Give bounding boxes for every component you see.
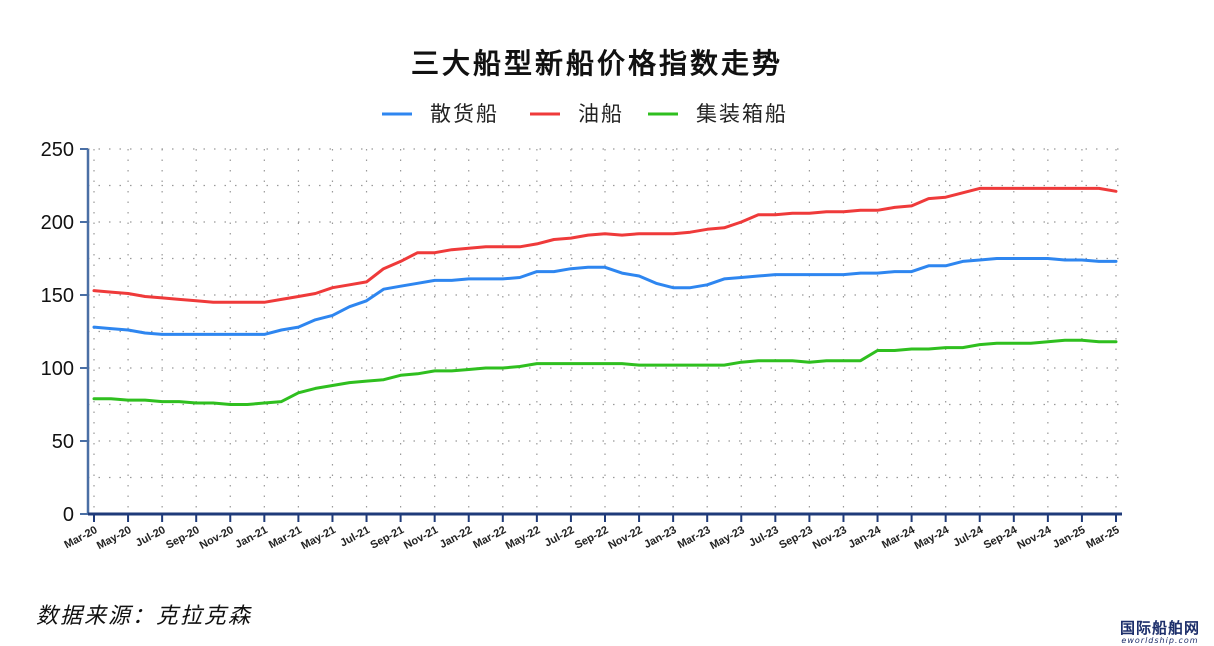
x-tick-label: May-20 [95,524,134,552]
x-tick-label: Mar-20 [62,524,99,551]
x-tick-label: Jan-23 [642,524,678,551]
y-tick-label: 0 [63,504,74,526]
legend-label: 油船 [578,102,624,126]
x-tick-label: Sep-21 [369,524,406,552]
x-tick-label: Sep-22 [573,524,610,552]
watermark-sub: eworldship.com [1121,636,1199,645]
x-tick-label: Sep-24 [982,524,1020,552]
x-tick-label: Mar-22 [471,524,508,551]
x-tick-label: Jul-22 [543,524,577,550]
x-tick-label: Nov-20 [198,524,236,552]
series-line-3 [92,338,1118,406]
y-tick-label: 100 [41,358,74,380]
x-tick-label: Jan-22 [438,524,474,551]
x-tick-label: Jan-25 [1051,524,1087,551]
x-tick-label: Nov-24 [1015,524,1054,552]
x-tick-label: Mar-25 [1084,524,1121,551]
source-note: 数据来源：克拉克森 [36,604,253,629]
legend: 散货船 油船 集装箱船 [382,102,788,126]
grid [88,148,1122,514]
y-tick-label: 50 [52,431,74,453]
x-tick-label: Mar-21 [267,524,304,551]
x-tick-label: Sep-23 [777,524,814,552]
y-tick-label: 150 [41,285,74,307]
x-tick-label: Nov-21 [402,524,440,552]
x-tick-label: Jul-23 [747,524,781,550]
x-tick-label: Jan-24 [847,524,884,551]
x-tick-label: Nov-22 [606,524,644,552]
x-tick-label: May-22 [504,524,543,552]
watermark-logo: 国际船舶网 eworldship.com [1120,620,1200,645]
legend-label: 集装箱船 [696,102,788,126]
x-tick-label: Jan-21 [233,524,269,551]
chart-title: 三大船型新船价格指数走势 [411,47,783,80]
y-tick-label: 250 [41,139,74,161]
x-tick-label: Jul-24 [951,524,985,550]
watermark-main: 国际船舶网 [1119,619,1200,637]
series-line-1 [92,257,1118,336]
x-tick-label: Nov-23 [811,524,849,552]
x-tick-label: May-24 [913,524,952,553]
x-tick-label: May-21 [299,524,338,552]
series-lines [92,186,1118,406]
legend-label: 散货船 [430,102,499,126]
x-tick-label: May-23 [708,524,747,552]
x-tick-label: Sep-20 [164,524,201,552]
x-tick-label: Jul-21 [338,524,372,550]
y-tick-label: 200 [41,212,74,234]
x-tick-label: Mar-24 [880,524,918,552]
x-tick-label: Mar-23 [676,524,713,551]
series-line-2 [92,186,1118,304]
x-tick-label: Jul-20 [134,524,168,550]
